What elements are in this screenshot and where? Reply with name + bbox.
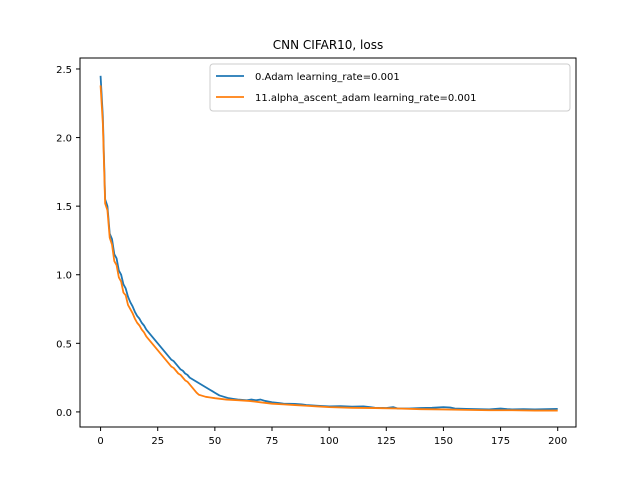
y-tick-label: 0.5 [56,339,72,350]
axes-frame [79,57,577,428]
x-tick-label: 175 [491,436,510,447]
x-tick-label: 25 [151,436,164,447]
x-tick-label: 100 [320,436,339,447]
chart-title: CNN CIFAR10, loss [273,38,384,52]
x-tick-label: 0 [97,436,103,447]
x-tick-label: 75 [266,436,279,447]
legend-label-alpha-ascent-adam: 11.alpha_ascent_adam learning_rate=0.001 [255,93,477,104]
x-tick-label: 200 [548,436,567,447]
y-tick-label: 1.5 [56,202,72,213]
y-tick-label: 1.0 [56,271,72,282]
x-tick-label: 125 [377,436,396,447]
x-axis-ticks: 0 25 50 75 100 125 150 175 200 [97,427,567,447]
x-tick-label: 50 [208,436,221,447]
y-axis-ticks: 0.0 0.5 1.0 1.5 2.0 2.5 [56,65,80,419]
legend-label-adam: 0.Adam learning_rate=0.001 [255,72,400,83]
plot-area: 0 25 50 75 100 125 150 175 200 0.0 0.5 1.0 1.5 2.0 2.… [56,57,577,447]
y-tick-label: 2.5 [56,65,72,76]
series-layer [99,75,558,412]
legend: 0.Adam learning_rate=0.001 11.alpha_asce… [209,63,571,112]
y-tick-label: 0.0 [56,408,72,419]
legend-box [209,63,571,112]
x-tick-label: 150 [434,436,453,447]
y-tick-label: 2.0 [56,134,72,145]
series-line-1 [99,85,558,412]
